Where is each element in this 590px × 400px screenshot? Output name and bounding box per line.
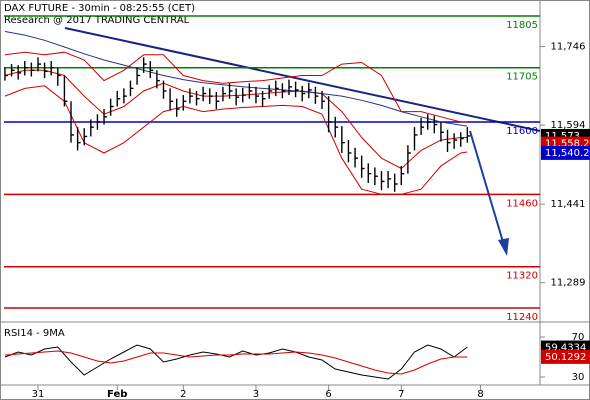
x-tick-label: 6 — [325, 389, 331, 400]
rsi-tag — [541, 349, 590, 364]
x-tick-label: 7 — [398, 389, 404, 400]
y-tick-label: 11,594 — [551, 120, 586, 131]
price-tag-label: 11,573 — [545, 131, 580, 142]
level-label: 11460 — [506, 198, 538, 209]
y-tick-label: 11,746 — [551, 42, 586, 53]
arrow-head — [498, 238, 509, 256]
forecast-arrow — [469, 130, 504, 243]
level-label: 11320 — [506, 271, 538, 282]
level-label: 11705 — [506, 72, 538, 83]
y-tick-label: 30 — [572, 372, 585, 383]
level-label: 11240 — [506, 312, 538, 323]
price-tag-label: 11,540.2 — [545, 148, 590, 159]
indicator-line — [4, 31, 468, 127]
x-tick-label: 8 — [477, 389, 483, 400]
x-tick-label: 2 — [180, 389, 186, 400]
price-tag — [541, 145, 590, 160]
rsi-tag-label: 50.1292 — [545, 352, 586, 363]
x-tick-label: Feb — [107, 389, 127, 400]
level-label: 11600 — [506, 126, 538, 137]
rsi-title: RSI14 - 9MA — [4, 328, 65, 339]
level-label: 11805 — [506, 20, 538, 31]
price-tag-label: 11,558.2 — [545, 139, 590, 150]
y-tick-label: 11,441 — [551, 199, 586, 210]
rsi-line — [4, 350, 468, 375]
x-tick-label: 3 — [253, 389, 259, 400]
rsi-tag-label: 59.4334 — [545, 343, 586, 354]
chart-title: DAX FUTURE - 30min - 08:25:55 (CET) — [4, 3, 195, 14]
y-tick-label: 70 — [572, 332, 585, 343]
x-tick-label: 31 — [32, 389, 45, 400]
chart-subtitle: Research @ 2017 TRADING CENTRAL — [4, 15, 190, 26]
y-tick-label: 11,289 — [551, 278, 586, 289]
trend-line — [64, 27, 541, 132]
